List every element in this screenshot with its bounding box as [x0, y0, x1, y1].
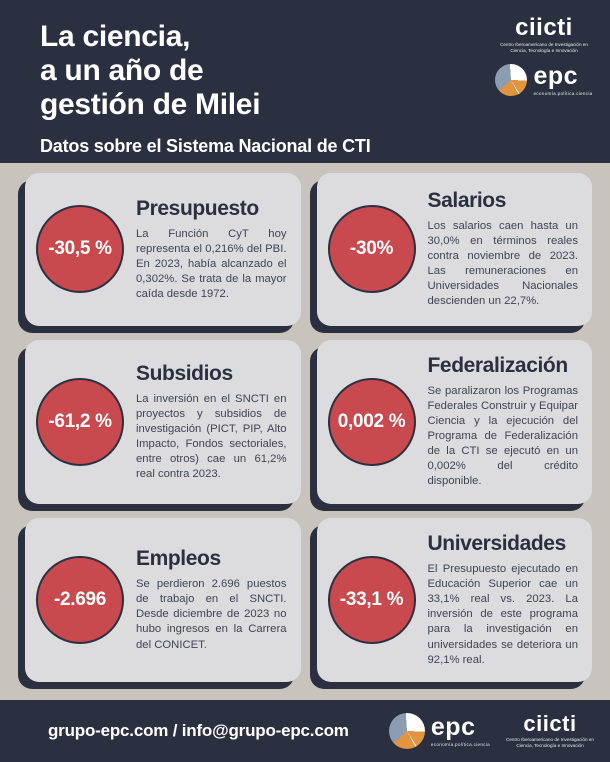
card-title: Empleos	[136, 547, 221, 571]
epc-text: epc economía.política.ciencia	[533, 61, 593, 96]
card-title: Presupuesto	[136, 196, 259, 220]
page-title: La ciencia, a un año de gestión de Milei	[40, 20, 610, 123]
stat-circle: -33,1 %	[327, 555, 416, 644]
page-subtitle: Datos sobre el Sistema Nacional de CTI	[40, 135, 371, 156]
ciicti-wordmark: ciicti	[515, 14, 573, 41]
epc-pie-icon	[495, 63, 528, 96]
epc-logo-footer: epc economía.política.ciencia	[388, 713, 490, 749]
footer: grupo-epc.com / info@grupo-epc.com epc e…	[0, 700, 610, 762]
epc-wordmark: epc	[533, 61, 579, 90]
stats-grid: -30,5 % Presupuesto La Función CyT hoy r…	[0, 163, 610, 700]
stat-circle: -2.696	[36, 555, 124, 644]
card-body: La Función CyT hoy representa el 0,216% …	[136, 227, 287, 300]
card-body: Se paralizaron los Programas Federales C…	[427, 385, 579, 488]
stat-circle: 0,002 %	[327, 377, 416, 466]
card-text: Subsidios La inversión en el SNCTI en pr…	[136, 362, 287, 482]
card-body: Se perdieron 2.696 puestos de trabajo en…	[136, 578, 287, 651]
header-logos: ciicti Centro Iberoamericano de Investig…	[492, 16, 596, 96]
ciicti-tagline: Centro Iberoamericano de Investigación e…	[500, 42, 588, 53]
epc-tagline: economía.política.ciencia	[430, 742, 490, 747]
card-text: Empleos Se perdieron 2.696 puestos de tr…	[136, 547, 287, 652]
title-line-1: La ciencia,	[40, 20, 191, 53]
title-line-3: gestión de Milei	[40, 88, 261, 122]
card-body: El Presupuesto ejecutado en Educación Su…	[427, 563, 579, 666]
card-presupuesto: -30,5 % Presupuesto La Función CyT hoy r…	[25, 173, 301, 326]
stat-circle: -61,2 %	[36, 377, 124, 466]
card-title: Subsidios	[136, 361, 233, 385]
card-text: Federalización Se paralizaron los Progra…	[428, 354, 579, 489]
card-subsidios: -61,2 % Subsidios La inversión en el SNC…	[25, 339, 301, 504]
card-body: Los salarios caen hasta un 30,0% en térm…	[427, 220, 579, 308]
card-title: Salarios	[427, 189, 507, 213]
ciicti-tagline: Centro Iberoamericano de Investigación e…	[506, 737, 594, 748]
card-title: Universidades	[427, 532, 567, 556]
card-federalizacion: 0,002 % Federalización Se paralizaron lo…	[316, 339, 592, 504]
stat-circle: -30,5 %	[36, 205, 124, 294]
card-text: Salarios Los salarios caen hasta un 30,0…	[428, 189, 579, 309]
card-body: La inversión en el SNCTI en proyectos y …	[136, 392, 287, 480]
footer-logos: epc economía.política.ciencia ciicti Cen…	[388, 713, 596, 749]
ciicti-logo: ciicti Centro Iberoamericano de Investig…	[494, 16, 594, 54]
card-text: Universidades El Presupuesto ejecutado e…	[428, 532, 579, 667]
card-universidades: -33,1 % Universidades El Presupuesto eje…	[316, 517, 592, 682]
card-salarios: -30% Salarios Los salarios caen hasta un…	[316, 173, 592, 326]
epc-pie-icon	[388, 713, 425, 749]
title-line-2: a un año de	[40, 54, 204, 88]
card-empleos: -2.696 Empleos Se perdieron 2.696 puesto…	[25, 517, 301, 682]
epc-logo: epc economía.política.ciencia	[495, 61, 593, 96]
card-text: Presupuesto La Función CyT hoy represent…	[136, 197, 287, 302]
ciicti-logo-footer: ciicti Centro Iberoamericano de Investig…	[504, 713, 596, 749]
stat-circle: -30%	[327, 205, 416, 294]
epc-tagline: economía.política.ciencia	[533, 90, 593, 96]
card-title: Federalización	[427, 354, 569, 378]
epc-text: epc economía.política.ciencia	[430, 713, 490, 748]
epc-wordmark: epc	[430, 713, 476, 741]
ciicti-wordmark: ciicti	[523, 711, 577, 737]
header: La ciencia, a un año de gestión de Milei…	[0, 0, 610, 163]
footer-contact: grupo-epc.com / info@grupo-epc.com	[48, 721, 349, 740]
